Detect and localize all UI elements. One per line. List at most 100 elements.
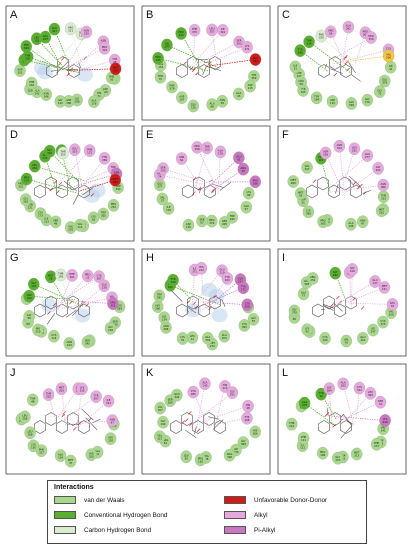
- interaction-line: [26, 46, 56, 68]
- residue-hydrogen-bond: [175, 27, 187, 40]
- residue-name: PHE: [296, 71, 302, 75]
- residue-van-der-waals: [317, 446, 329, 460]
- residue-number: 277: [365, 155, 370, 159]
- residue-name: PHE: [39, 447, 45, 451]
- residue-number: 261: [379, 210, 384, 214]
- legend-label: Pi-Alkyl: [254, 526, 276, 534]
- residue-number: 300: [28, 89, 33, 93]
- residue-number: 48: [113, 60, 117, 64]
- interaction-line: [192, 270, 223, 305]
- residue-name: GLY: [376, 165, 381, 169]
- residue-van-der-waals: [176, 332, 189, 345]
- residue-number: 194: [161, 422, 166, 426]
- ligand-ring: [182, 184, 194, 199]
- residue-number: 344: [174, 395, 179, 399]
- residue-number: 143: [202, 383, 207, 387]
- interaction-line: [335, 281, 376, 307]
- residue-number: 272: [210, 344, 215, 348]
- residue-name: MET: [298, 190, 304, 194]
- ligand-ring: [176, 64, 188, 78]
- panel-i: IVAL150CYS375ILE247GLU161VAL76CYS190MET3…: [277, 248, 407, 357]
- ligand-ring: [56, 420, 68, 434]
- residue-name: SER: [113, 319, 118, 323]
- residue-carbon-hbond: [57, 146, 69, 160]
- residue-number: 67: [200, 221, 204, 225]
- ligand-bond: [208, 179, 214, 183]
- residue-number: 307: [158, 408, 163, 412]
- residue-number: 50: [110, 78, 114, 82]
- residue-number: 271: [245, 47, 250, 51]
- residue-number: 391: [346, 27, 351, 31]
- residue-number: 71: [97, 94, 101, 98]
- residue-pi-alkyl: [233, 151, 245, 165]
- residue-alkyl: [66, 269, 78, 282]
- residue-name: THR: [58, 272, 64, 276]
- residue-number: 317: [39, 450, 44, 454]
- residue-name: THR: [204, 145, 210, 149]
- residue-number: 305: [101, 214, 106, 218]
- residue-number: 47: [361, 221, 365, 225]
- residue-name: LEU: [34, 35, 39, 39]
- residue-name: TYR: [171, 277, 176, 281]
- residue-van-der-waals: [26, 76, 38, 90]
- residue-number: 306: [253, 432, 258, 436]
- oxygen-bond: [208, 306, 212, 310]
- residue-number: 197: [31, 284, 36, 288]
- residue-name: ASN: [381, 182, 386, 186]
- residue-name: LYS: [91, 215, 96, 219]
- panel-f: FTHR213ASN270MET261ASN47ALA149ALA273PRO3…: [277, 125, 407, 242]
- residue-name: PRO: [85, 273, 90, 277]
- residue-name: MET: [382, 284, 388, 288]
- oxygen-bond: [49, 187, 53, 192]
- residue-number: 105: [301, 90, 306, 94]
- residue-van-der-waals: [54, 449, 67, 462]
- residue-name: PRO: [320, 450, 325, 454]
- residue-name: PHE: [169, 84, 175, 88]
- ligand-ring: [329, 56, 341, 70]
- residue-name: ALA: [205, 335, 210, 339]
- residue-name: SER: [222, 219, 227, 223]
- interaction-line: [172, 279, 192, 301]
- residue-number: 141: [381, 428, 386, 432]
- ligand-bond: [186, 309, 189, 313]
- residue-name: ASN: [27, 203, 32, 207]
- residue-name: TRP: [340, 454, 345, 458]
- residue-name: GLU: [360, 335, 365, 339]
- residue-pi-alkyl: [107, 297, 119, 310]
- residue-name: VAL: [381, 425, 386, 429]
- residue-number: 289: [117, 306, 122, 310]
- panel-label: E: [146, 129, 153, 141]
- interaction-line: [338, 146, 345, 192]
- ligand-ring: [318, 420, 330, 434]
- residue-name: ARG: [328, 28, 334, 32]
- residue-number: 230: [102, 285, 107, 289]
- panel-c: CILE41GLU378GLY75GLY176GLU358ASP115TYR19…: [277, 5, 407, 121]
- residue-name: GLY: [161, 419, 166, 423]
- residue-van-der-waals: [238, 319, 251, 332]
- residue-name: MET: [68, 458, 74, 462]
- residue-alkyl: [378, 281, 391, 294]
- residue-number: 100: [350, 269, 355, 273]
- legend-item-van-der-waals: van der Waals: [54, 495, 125, 505]
- interaction-line: [345, 287, 385, 304]
- panel-label: J: [10, 367, 16, 379]
- oxygen-bond: [184, 418, 189, 422]
- residue-name: ARG: [227, 452, 233, 456]
- residue-van-der-waals: [233, 87, 245, 101]
- residue-name: CYS: [97, 273, 102, 277]
- residue-number: 244: [67, 343, 72, 347]
- residue-number: 151: [382, 287, 387, 291]
- interaction-line: [196, 383, 206, 428]
- residue-name: ASN: [163, 324, 168, 328]
- residue-van-der-waals: [81, 335, 94, 349]
- residue-name: GLY: [350, 266, 355, 270]
- residue-name: GLU: [157, 182, 162, 186]
- residue-number: 288: [163, 327, 168, 331]
- residue-number: 374: [209, 221, 214, 225]
- residue-number: 158: [323, 153, 328, 157]
- residue-name: CYS: [245, 301, 250, 305]
- residue-name: THR: [306, 38, 312, 42]
- panel-l: LVAL141ASP223PHE237MET313TRP310GLY370PRO…: [277, 363, 407, 475]
- residue-name: VAL: [344, 338, 349, 342]
- residue-hydrogen-bond: [28, 277, 40, 291]
